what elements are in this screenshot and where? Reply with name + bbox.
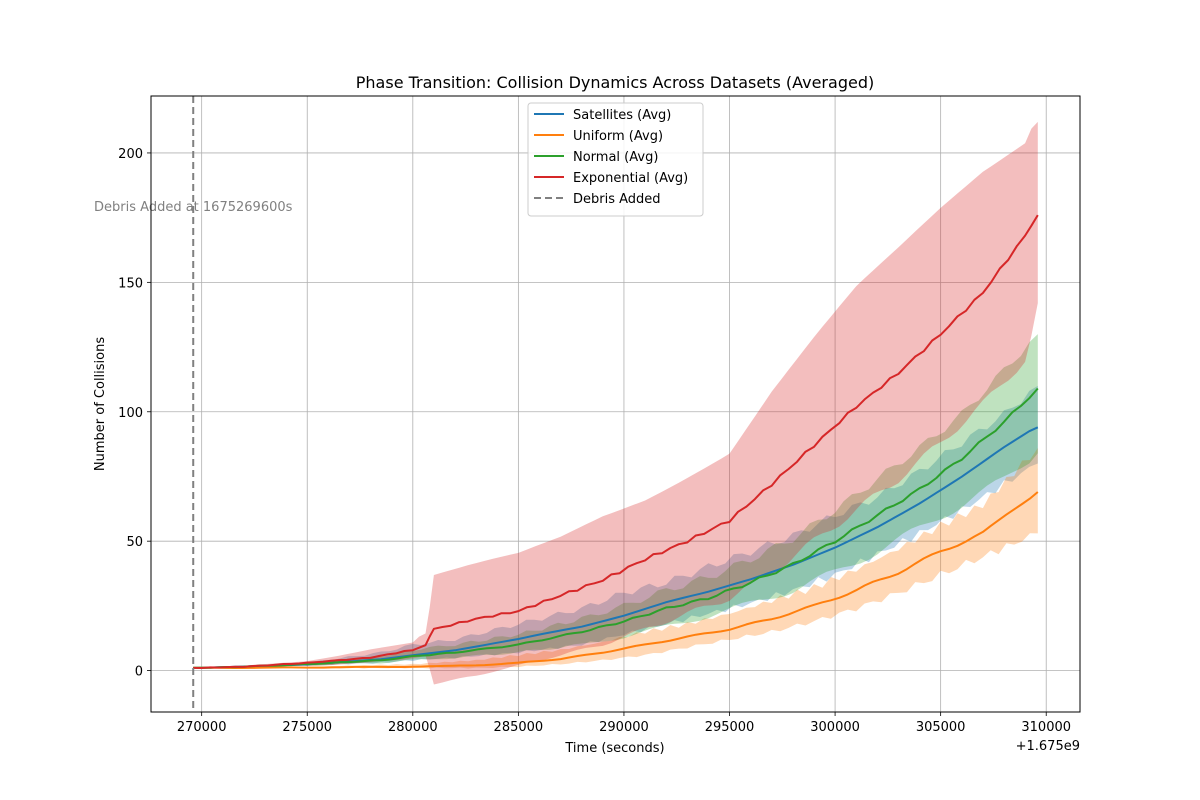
x-tick-label: 270000 xyxy=(177,720,227,735)
x-tick-label: 305000 xyxy=(916,720,966,735)
plot-frame xyxy=(150,95,1081,713)
x-tick-label: 280000 xyxy=(388,720,438,735)
legend-label-exponential-avg: Exponential (Avg) xyxy=(573,171,688,186)
legend-label-uniform-avg: Uniform (Avg) xyxy=(573,129,663,144)
band-satellites-avg xyxy=(193,385,1038,669)
band-exponential-avg xyxy=(193,121,1038,685)
line-exponential-avg xyxy=(193,214,1039,669)
confidence-bands xyxy=(193,121,1038,685)
y-axis-title: Number of Collisions xyxy=(93,337,108,471)
x-axis-title: Time (seconds) xyxy=(564,741,664,756)
x-tick-label: 285000 xyxy=(494,720,544,735)
debris-annotation: Debris Added at 1675269600s xyxy=(94,200,293,215)
band-uniform-avg xyxy=(193,448,1038,669)
y-tick-label: 150 xyxy=(118,276,143,291)
x-tick-label: 290000 xyxy=(599,720,649,735)
legend-label-debris-added: Debris Added xyxy=(573,192,661,207)
x-tick-label: 275000 xyxy=(282,720,332,735)
axis-ticks: 270000 275000 280000 285000 290000 295000 3000… xyxy=(118,147,1071,735)
line-uniform-avg xyxy=(193,491,1039,669)
debris-marker: Debris Added at 1675269600s xyxy=(94,96,293,712)
y-tick-label: 100 xyxy=(118,406,143,421)
legend-box xyxy=(527,102,704,217)
y-tick-label: 200 xyxy=(118,147,143,162)
legend-label-normal-avg: Normal (Avg) xyxy=(573,150,658,165)
x-tick-label: 310000 xyxy=(1021,720,1071,735)
x-tick-label: 295000 xyxy=(705,720,755,735)
chart-title: Phase Transition: Collision Dynamics Acr… xyxy=(356,73,874,92)
y-tick-label: 50 xyxy=(126,535,143,550)
x-tick-label: 300000 xyxy=(810,720,860,735)
legend: Satellites (Avg) Uniform (Avg) Normal (Avg… xyxy=(527,102,704,217)
band-normal-avg xyxy=(193,334,1038,669)
line-normal-avg xyxy=(193,387,1039,669)
series-lines xyxy=(193,214,1039,669)
y-tick-label: 0 xyxy=(135,665,143,680)
x-offset-label: +1.675e9 xyxy=(1016,739,1080,754)
legend-label-satellites-avg: Satellites (Avg) xyxy=(573,108,671,123)
